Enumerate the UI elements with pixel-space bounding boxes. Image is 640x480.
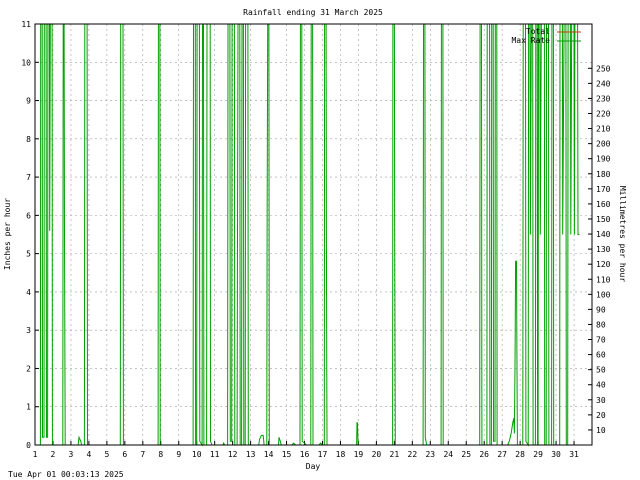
- x-tick-label: 19: [354, 450, 364, 459]
- x-axis: 1 2 3 4 5 6 7 8 9 10 11 12 13 14 15 16 17 18 19 20 21 22 23 24 2…: [33, 441, 579, 459]
- grid-lines: [35, 24, 592, 445]
- y-tick-label: 3: [26, 326, 31, 335]
- y2-tick-label: 60: [596, 351, 606, 360]
- y2-tick-label: 220: [596, 110, 611, 119]
- x-tick-label: 15: [282, 450, 292, 459]
- y-axis-right: 10 20 30 40 50 60 70 80 90 100 110 120 130 140 150 160 1…: [588, 64, 611, 435]
- y2-tick-label: 110: [596, 275, 611, 284]
- plot-frame: [34, 23, 593, 446]
- x-tick-label: 2: [51, 450, 56, 459]
- x-tick-label: 6: [122, 450, 127, 459]
- y2-tick-label: 70: [596, 336, 606, 345]
- x-tick-label: 7: [140, 450, 145, 459]
- y2-tick-label: 20: [596, 411, 606, 420]
- x-tick-label: 9: [176, 450, 181, 459]
- x-tick-label: 29: [533, 450, 543, 459]
- y2-tick-label: 80: [596, 320, 606, 329]
- y-axis-left: 0 1 2 3 4 5 6 7 8 9 10 11: [21, 20, 39, 450]
- y-tick-label: 6: [26, 211, 31, 220]
- x-tick-label: 20: [372, 450, 382, 459]
- x-tick-label: 25: [461, 450, 471, 459]
- x-tick-label: 17: [318, 450, 328, 459]
- y-tick-label: 10: [21, 58, 31, 67]
- x-tick-label: 28: [515, 450, 525, 459]
- x-tick-label: 30: [551, 450, 561, 459]
- x-tick-label: 16: [300, 450, 310, 459]
- y2-axis-label: Millimetres per hour: [618, 186, 627, 283]
- series-line-max-rate: [35, 23, 580, 447]
- x-tick-label: 13: [246, 450, 256, 459]
- y2-tick-label: 120: [596, 260, 611, 269]
- x-tick-label: 27: [497, 450, 507, 459]
- y2-tick-label: 130: [596, 245, 611, 254]
- x-tick-label: 14: [264, 450, 274, 459]
- x-tick-label: 11: [210, 450, 220, 459]
- y2-tick-label: 140: [596, 230, 611, 239]
- legend-label-max-rate: Max Rate: [511, 36, 550, 45]
- y-tick-label: 5: [26, 250, 31, 259]
- y-tick-label: 1: [26, 403, 31, 412]
- y-tick-label: 8: [26, 135, 31, 144]
- y2-tick-label: 10: [596, 426, 606, 435]
- x-tick-label: 3: [69, 450, 74, 459]
- y2-tick-label: 180: [596, 170, 611, 179]
- footer-timestamp: Tue Apr 01 00:03:13 2025: [8, 470, 124, 479]
- y2-tick-label: 100: [596, 290, 611, 299]
- y-tick-label: 0: [26, 441, 31, 450]
- x-tick-label: 5: [104, 450, 109, 459]
- y2-tick-label: 210: [596, 125, 611, 134]
- x-tick-label: 8: [158, 450, 163, 459]
- x-tick-label: 24: [443, 450, 453, 459]
- x-tick-label: 10: [192, 450, 202, 459]
- y2-tick-label: 170: [596, 185, 611, 194]
- y2-tick-label: 240: [596, 79, 611, 88]
- y2-tick-label: 190: [596, 155, 611, 164]
- y2-tick-label: 230: [596, 94, 611, 103]
- y2-tick-label: 30: [596, 396, 606, 405]
- y-tick-label: 11: [21, 20, 31, 29]
- y2-tick-label: 150: [596, 215, 611, 224]
- y2-tick-label: 40: [596, 381, 606, 390]
- y2-tick-label: 90: [596, 305, 606, 314]
- chart-title: Rainfall ending 31 March 2025: [243, 8, 383, 17]
- x-tick-label: 12: [228, 450, 238, 459]
- y-tick-label: 9: [26, 97, 31, 106]
- y-tick-label: 7: [26, 173, 31, 182]
- x-tick-label: 1: [33, 450, 38, 459]
- x-tick-label: 21: [390, 450, 400, 459]
- y2-tick-label: 160: [596, 200, 611, 209]
- legend: Total Max Rate: [511, 27, 581, 45]
- y2-tick-label: 200: [596, 140, 611, 149]
- x-axis-label: Day: [306, 462, 321, 471]
- x-tick-label: 4: [86, 450, 91, 459]
- x-tick-label: 22: [408, 450, 418, 459]
- y2-tick-label: 50: [596, 366, 606, 375]
- x-tick-label: 18: [336, 450, 346, 459]
- y2-tick-label: 250: [596, 64, 611, 73]
- x-tick-label: 26: [479, 450, 489, 459]
- x-tick-label: 23: [425, 450, 435, 459]
- y-tick-label: 2: [26, 364, 31, 373]
- x-tick-label: 31: [569, 450, 579, 459]
- legend-label-total: Total: [526, 27, 550, 36]
- y-tick-label: 4: [26, 288, 31, 297]
- plot-series: [35, 23, 580, 447]
- y-axis-label: Inches per hour: [3, 198, 12, 270]
